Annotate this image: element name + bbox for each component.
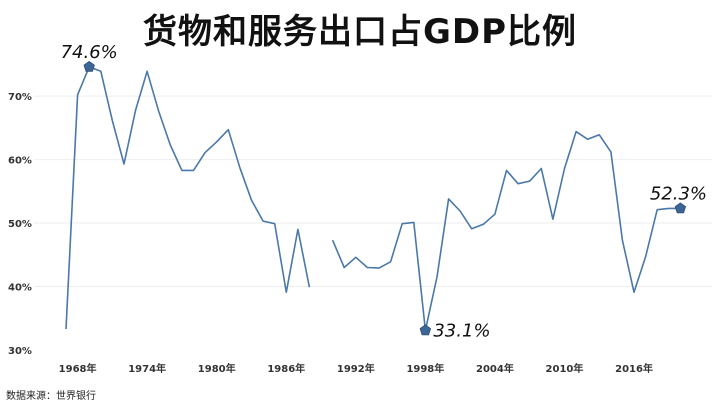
x-axis-ticks: 1968年 1974年 1980年 1986年 1992年 1998年 2004年 2010年… xyxy=(59,362,653,375)
x-tick-label: 1986年 xyxy=(267,362,305,375)
x-tick-label: 1968年 xyxy=(59,362,97,375)
y-tick-label: 40% xyxy=(8,283,32,294)
x-tick-label: 1980年 xyxy=(198,362,236,375)
annotation-markers: 74.6% 33.1% 52.3% xyxy=(61,42,707,341)
series-line xyxy=(65,66,681,332)
annotation-marker xyxy=(419,324,432,336)
annotation-label: 52.3% xyxy=(650,183,707,204)
x-tick-label: 1998年 xyxy=(406,362,444,375)
annotation-label: 33.1% xyxy=(433,320,490,341)
annotation-marker xyxy=(674,202,687,214)
x-tick-label: 2016年 xyxy=(615,362,653,375)
x-tick-label: 1992年 xyxy=(337,362,375,375)
series-segment xyxy=(331,130,681,332)
x-tick-label: 1974年 xyxy=(128,362,166,375)
annotation-marker xyxy=(83,60,95,72)
annotation-label: 74.6% xyxy=(61,42,118,63)
y-axis-ticks: 30% 40% 50% 60% 70% xyxy=(8,92,32,357)
y-tick-label: 60% xyxy=(8,156,32,167)
y-tick-label: 70% xyxy=(8,92,32,103)
series-segment xyxy=(65,66,311,330)
gridlines xyxy=(34,95,712,288)
y-tick-label: 50% xyxy=(8,219,32,230)
chart-title: 货物和服务出口占GDP比例 xyxy=(142,12,578,52)
y-tick-label: 30% xyxy=(8,346,32,357)
x-tick-label: 2004年 xyxy=(476,362,514,375)
source-note: 数据来源：世界银行 xyxy=(6,391,96,402)
x-tick-label: 2010年 xyxy=(546,362,584,375)
